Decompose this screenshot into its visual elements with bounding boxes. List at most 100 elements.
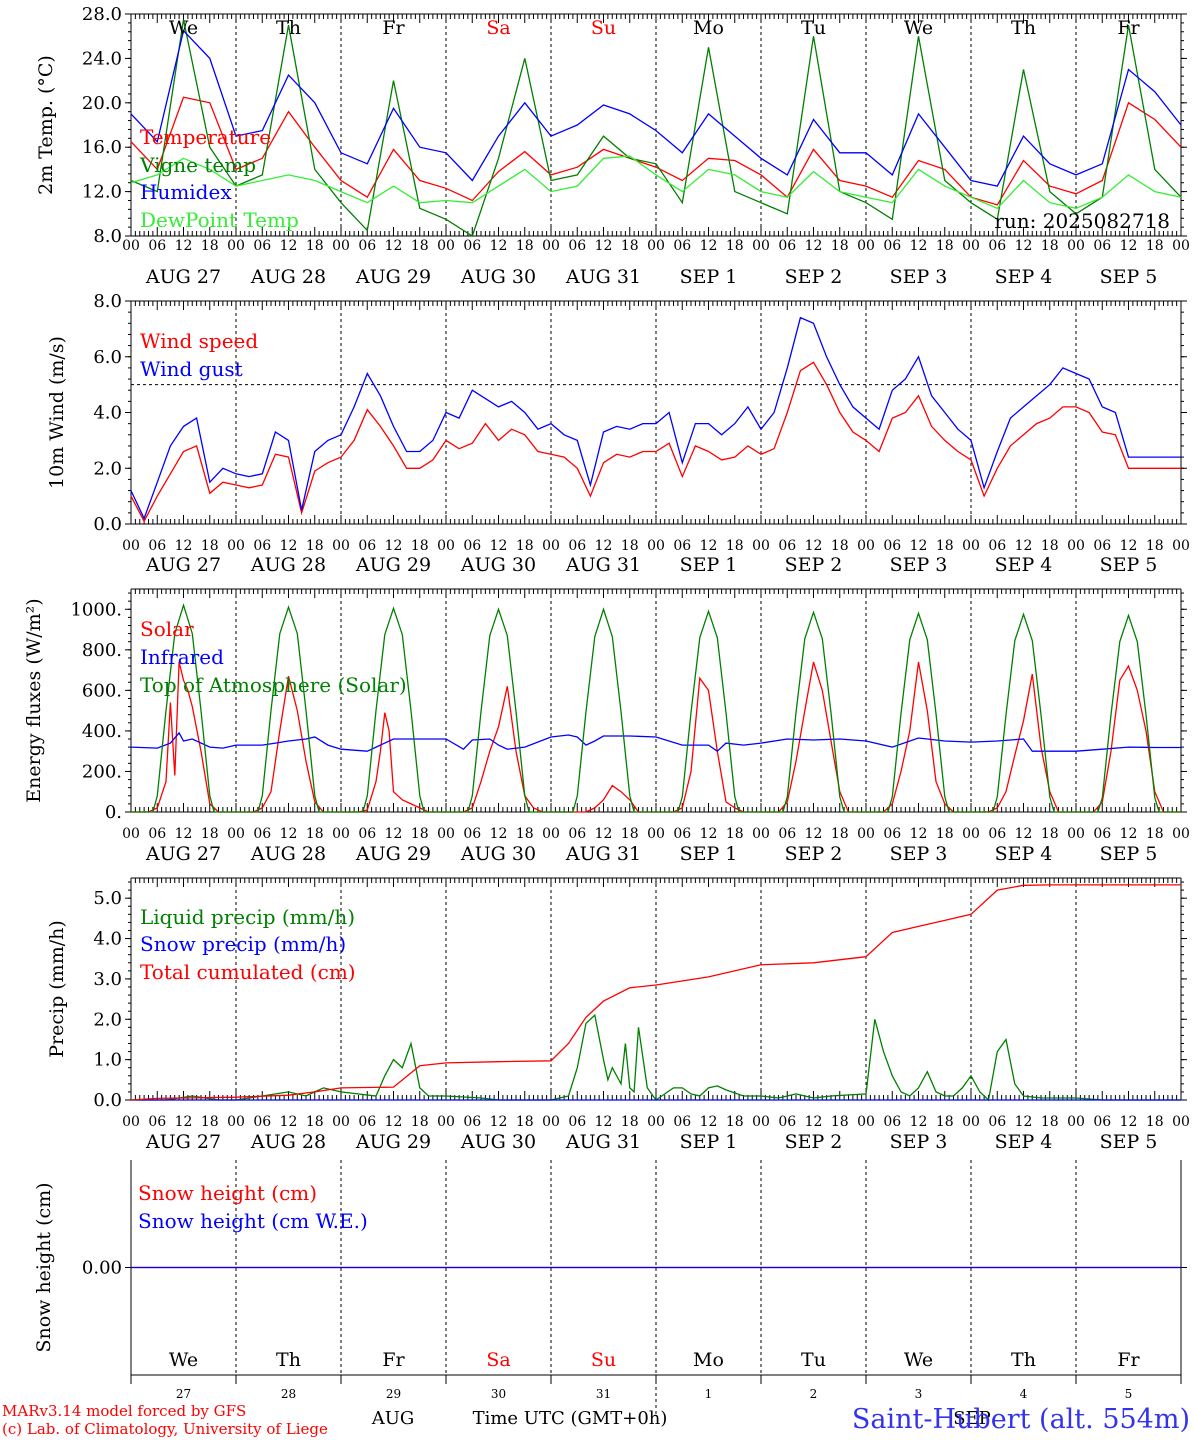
hour-tick-label: 12 xyxy=(385,238,403,254)
hour-tick-label: 12 xyxy=(175,538,193,554)
hour-tick-label: 06 xyxy=(883,538,901,554)
hour-tick-label: 00 xyxy=(1172,826,1190,842)
weekday-label: Fr xyxy=(1117,17,1140,39)
hour-tick-label: 12 xyxy=(910,1114,928,1130)
hour-tick-label: 18 xyxy=(831,238,849,254)
hour-tick-label: 12 xyxy=(490,826,508,842)
hour-tick-label: 06 xyxy=(673,1114,691,1130)
day-number-label: 29 xyxy=(386,1387,401,1401)
hour-tick-label: 12 xyxy=(805,826,823,842)
date-label: SEP 4 xyxy=(995,1131,1053,1153)
date-label: SEP 4 xyxy=(995,266,1053,288)
hour-tick-label: 06 xyxy=(988,238,1006,254)
hour-tick-label: 18 xyxy=(306,238,324,254)
y-tick-label: 20.0 xyxy=(82,93,122,114)
date-label: AUG 27 xyxy=(145,843,221,865)
hour-tick-label: 12 xyxy=(490,538,508,554)
hour-tick-label: 06 xyxy=(1093,826,1111,842)
hour-tick-label: 00 xyxy=(962,238,980,254)
hour-tick-label: 12 xyxy=(910,538,928,554)
weekday-label: Su xyxy=(591,1349,616,1371)
weekday-label: Fr xyxy=(382,1349,405,1371)
hour-tick-label: 12 xyxy=(1015,538,1033,554)
hour-tick-label: 06 xyxy=(883,826,901,842)
weekday-label: Th xyxy=(1011,17,1036,39)
hour-tick-label: 06 xyxy=(988,538,1006,554)
date-label: SEP 2 xyxy=(785,554,843,576)
weekday-label: We xyxy=(904,1349,933,1371)
hour-tick-label: 12 xyxy=(595,238,613,254)
weekday-label: Sa xyxy=(486,1349,510,1371)
hour-tick-label: 18 xyxy=(201,826,219,842)
hour-tick-label: 00 xyxy=(647,238,665,254)
hour-tick-label: 06 xyxy=(253,826,271,842)
date-label: SEP 3 xyxy=(890,1131,948,1153)
hour-tick-label: 12 xyxy=(280,826,298,842)
date-label: SEP 5 xyxy=(1100,554,1158,576)
hour-tick-label: 00 xyxy=(962,538,980,554)
hour-tick-label: 12 xyxy=(805,538,823,554)
hour-tick-label: 12 xyxy=(490,238,508,254)
date-label: AUG 28 xyxy=(250,266,326,288)
hour-tick-label: 06 xyxy=(988,826,1006,842)
hour-tick-label: 12 xyxy=(910,238,928,254)
hour-tick-label: 18 xyxy=(936,538,954,554)
hour-tick-label: 12 xyxy=(1015,826,1033,842)
hour-tick-label: 06 xyxy=(463,1114,481,1130)
hour-tick-label: 18 xyxy=(726,538,744,554)
hour-tick-label: 18 xyxy=(831,826,849,842)
weekday-label: Th xyxy=(276,1349,301,1371)
hour-tick-label: 12 xyxy=(175,1114,193,1130)
hour-tick-label: 18 xyxy=(621,238,639,254)
hour-tick-label: 12 xyxy=(805,1114,823,1130)
day-number-label: 28 xyxy=(281,1387,296,1401)
hour-tick-label: 00 xyxy=(857,826,875,842)
y-tick-label: 0.0 xyxy=(93,1090,122,1111)
y-axis-label: Energy fluxes (W/m²) xyxy=(23,598,45,802)
weekday-label: Fr xyxy=(382,17,405,39)
hour-tick-label: 00 xyxy=(1172,1114,1190,1130)
legend-humidex: Humidex xyxy=(140,180,232,204)
hour-tick-label: 06 xyxy=(463,538,481,554)
hour-tick-label: 18 xyxy=(1146,238,1164,254)
day-number-label: 2 xyxy=(810,1387,818,1401)
hour-tick-label: 00 xyxy=(227,1114,245,1130)
date-label: SEP 1 xyxy=(680,266,738,288)
hour-tick-label: 06 xyxy=(148,826,166,842)
hour-tick-label: 00 xyxy=(437,538,455,554)
hour-tick-label: 18 xyxy=(1041,538,1059,554)
y-tick-label: 24.0 xyxy=(82,48,122,69)
legend-snow-height-we: Snow height (cm W.E.) xyxy=(138,1209,368,1233)
hour-tick-label: 00 xyxy=(542,1114,560,1130)
hour-tick-label: 18 xyxy=(201,538,219,554)
y-tick-label: 16.0 xyxy=(82,137,122,158)
hour-tick-label: 18 xyxy=(621,826,639,842)
run-annotation: run: 2025082718 xyxy=(994,209,1170,233)
date-label: SEP 5 xyxy=(1100,266,1158,288)
date-label: SEP 1 xyxy=(680,843,738,865)
y-tick-label: 12.0 xyxy=(82,182,122,203)
hour-tick-label: 06 xyxy=(673,538,691,554)
series-line-temperature xyxy=(130,96,1182,206)
hour-tick-label: 18 xyxy=(306,538,324,554)
date-label: SEP 4 xyxy=(995,554,1053,576)
hour-tick-label: 00 xyxy=(332,538,350,554)
hour-tick-label: 00 xyxy=(1067,538,1085,554)
date-label: AUG 28 xyxy=(250,554,326,576)
date-label: SEP 2 xyxy=(785,1131,843,1153)
legend-solar: Solar xyxy=(140,617,194,641)
station-name: Saint-Hubert (alt. 554m) xyxy=(852,1404,1190,1435)
y-tick-label: 6.0 xyxy=(93,347,122,368)
temperature-panel: 00 06 12 18 AUG 27 00 06 12 18 AUG 28 00 06 12 18 AUG … xyxy=(35,4,1190,288)
hour-tick-label: 06 xyxy=(673,826,691,842)
hour-tick-label: 06 xyxy=(778,238,796,254)
hour-tick-label: 18 xyxy=(1041,238,1059,254)
hour-tick-label: 00 xyxy=(227,538,245,554)
hour-tick-label: 18 xyxy=(306,1114,324,1130)
time-axis-label: Time UTC (GMT+0h) xyxy=(473,1408,668,1429)
date-label: AUG 30 xyxy=(460,266,536,288)
hour-tick-label: 00 xyxy=(332,238,350,254)
y-tick-label: 2.0 xyxy=(93,1009,122,1030)
